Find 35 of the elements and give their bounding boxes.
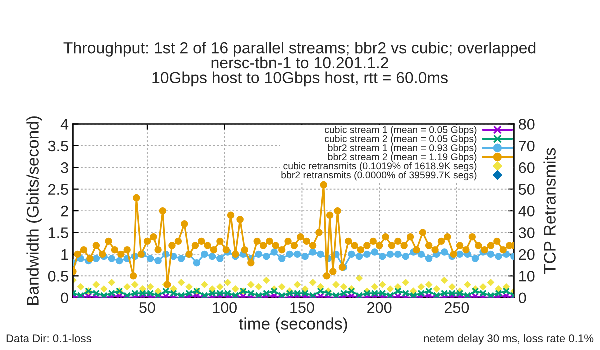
y2-tick-label: 30: [518, 228, 535, 238]
text: Data Dir: 0.1-loss: [6, 334, 92, 343]
y2-tick-label: 40: [518, 206, 535, 217]
y-tick-label: 3: [61, 162, 68, 174]
y-axis-title: Bandwidth (Gbits/second): [26, 116, 42, 306]
y-tick-label: 1.5: [48, 228, 68, 238]
y-tick-label: 0: [61, 292, 68, 304]
y-tick-label: 2.5: [48, 184, 68, 196]
x-tick-label: 250: [444, 302, 470, 314]
y2-tick-label: 50: [518, 184, 535, 196]
y2-tick-label: 80: [519, 119, 535, 130]
y2-tick-label: 60: [519, 162, 535, 174]
y2-tick-label: 20: [519, 249, 535, 260]
text: netem delay 30 ms, loss rate 0.1%: [424, 334, 594, 345]
legend-label: bbr2 stream 1 (mean = 0.93 Gbps): [328, 144, 477, 154]
legend-label: bbr2 stream 2 (mean = 1.19 Gbps): [328, 153, 477, 162]
y2-tick-label: 0: [518, 292, 526, 304]
y2-tick-label: 70: [519, 140, 535, 152]
y-tick-label: 1: [62, 249, 68, 260]
y2-tick-label: 10: [520, 271, 535, 282]
y-tick-label: 4: [60, 119, 69, 130]
x-tick-label: 100: [213, 302, 237, 314]
legend-label: cubic retransmits (0.1019% of 1618.9K segs): [284, 162, 477, 172]
y-tick-label: 2: [61, 206, 68, 217]
legend-label: cubic stream 2 (mean = 0.05 Gbps): [325, 135, 477, 144]
x-tick-label: 50: [140, 302, 156, 314]
x-axis-title: time (seconds): [239, 318, 348, 334]
y2-axis-title: TCP Retransmits: [544, 148, 556, 274]
chart-title: Throughput: 1st 2 of 16 parallel streams; bbr2 vs cubic; overlapped nersc-tbn-1 to 10.201.1.2 10Gbps host to 10Gbps host, rtt = 60.0ms: [64, 42, 536, 87]
x-tick-label: 200: [368, 302, 392, 314]
legend-label: bbr2 retransmits (0.0000% of 39599.7K segs): [282, 172, 477, 181]
legend-label: cubic stream 1 (mean = 0.05 Gbps): [325, 126, 477, 136]
x-tick-label: 150: [290, 302, 314, 314]
y-tick-label: 0.5: [48, 271, 68, 282]
y-tick-label: 3.5: [48, 140, 68, 152]
